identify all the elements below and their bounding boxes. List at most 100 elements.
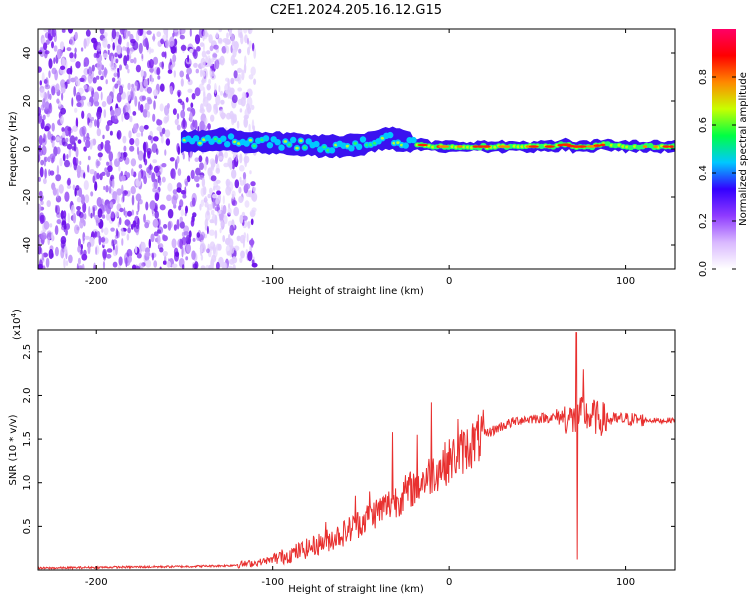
noise-blob — [51, 67, 57, 75]
signal-core — [213, 137, 218, 141]
noise-blob — [95, 245, 100, 255]
noise-blob — [100, 237, 106, 243]
noise-blob — [131, 83, 134, 89]
noise-blob — [230, 77, 235, 85]
noise-blob — [92, 206, 95, 218]
noise-blob — [106, 170, 111, 178]
snr-y-multiplier: (x104) — [10, 309, 23, 340]
noise-blob — [87, 73, 93, 84]
noise-blob — [114, 158, 120, 168]
noise-blob — [199, 162, 204, 170]
y-tick-label: 2.5 — [22, 344, 33, 360]
noise-blob — [114, 83, 119, 89]
noise-blob — [169, 157, 175, 162]
noise-blob — [239, 257, 243, 263]
noise-blob — [215, 102, 218, 113]
noise-blob — [77, 245, 81, 253]
noise-blob — [246, 233, 249, 243]
noise-blob — [124, 102, 131, 111]
noise-blob — [116, 152, 119, 162]
noise-blob — [148, 238, 151, 249]
noise-blob — [75, 146, 79, 158]
signal-blob — [313, 140, 320, 148]
noise-blob — [215, 179, 221, 184]
noise-blob — [215, 32, 219, 39]
noise-blob — [110, 109, 115, 117]
noise-blob — [241, 69, 245, 81]
noise-blob — [138, 199, 143, 205]
signal-peak — [504, 145, 510, 148]
noise-blob — [179, 216, 183, 223]
x-tick-label: 0 — [446, 276, 452, 287]
noise-blob — [163, 116, 168, 124]
noise-blob — [195, 167, 201, 176]
noise-blob — [144, 221, 150, 229]
noise-blob — [162, 251, 168, 257]
noise-blob — [190, 102, 194, 108]
x-tick-label: 0 — [446, 577, 452, 588]
noise-blob — [76, 102, 82, 108]
noise-blob — [251, 262, 258, 268]
noise-blob — [93, 91, 100, 102]
noise-blob — [218, 209, 222, 214]
signal-core — [345, 144, 350, 148]
snr-panel: -200 -100 0 100 0.5 1.0 1.5 2.0 2.5 Height of s… — [8, 309, 676, 595]
noise-blob — [90, 212, 93, 219]
noise-blob — [181, 119, 188, 130]
noise-blob — [206, 210, 210, 216]
noise-blob — [79, 219, 84, 229]
y-tick-label: -40 — [22, 237, 33, 253]
noise-blob — [209, 45, 214, 52]
noise-blob — [194, 157, 199, 162]
noise-blob — [96, 75, 100, 80]
noise-blob — [43, 133, 46, 143]
noise-blob — [186, 63, 191, 68]
noise-blob — [150, 74, 153, 85]
noise-blob — [47, 130, 52, 140]
noise-blob — [61, 137, 66, 146]
noise-blob — [205, 55, 208, 64]
noise-blob — [118, 85, 124, 95]
noise-blob — [239, 180, 245, 186]
noise-blob — [109, 201, 114, 208]
noise-blob — [55, 136, 61, 142]
noise-blob — [156, 234, 161, 245]
noise-blob — [185, 256, 189, 261]
noise-blob — [152, 136, 159, 142]
noise-blob — [69, 135, 76, 145]
noise-blob — [211, 70, 215, 77]
noise-blob — [112, 261, 118, 268]
noise-blob — [45, 257, 50, 268]
noise-blob — [229, 224, 235, 236]
noise-blob — [236, 235, 241, 242]
noise-blob — [166, 194, 172, 202]
noise-blob — [150, 233, 155, 243]
noise-blob — [66, 153, 69, 160]
noise-blob — [70, 65, 73, 75]
noise-blob — [107, 43, 111, 49]
noise-blob — [155, 165, 161, 171]
noise-blob — [51, 29, 57, 38]
noise-blob — [112, 191, 118, 202]
noise-blob — [92, 77, 97, 84]
noise-blob — [209, 68, 212, 77]
noise-blob — [222, 261, 227, 269]
figure-title: C2E1.2024.205.16.12.G15 — [270, 3, 442, 18]
noise-blob — [121, 113, 124, 122]
noise-blob — [126, 41, 130, 49]
noise-blob — [174, 118, 179, 126]
noise-blob — [98, 235, 102, 246]
noise-blob — [200, 254, 204, 261]
noise-blob — [243, 92, 247, 101]
noise-blob — [250, 104, 255, 110]
noise-blob — [152, 159, 158, 164]
noise-blob — [201, 177, 206, 188]
noise-blob — [118, 256, 123, 266]
noise-blob — [245, 249, 248, 255]
noise-blob — [84, 136, 91, 141]
noise-blob — [243, 117, 248, 128]
noise-blob — [51, 41, 54, 49]
noise-blob — [39, 212, 45, 222]
noise-blob — [190, 219, 195, 227]
noise-blob — [194, 119, 198, 130]
